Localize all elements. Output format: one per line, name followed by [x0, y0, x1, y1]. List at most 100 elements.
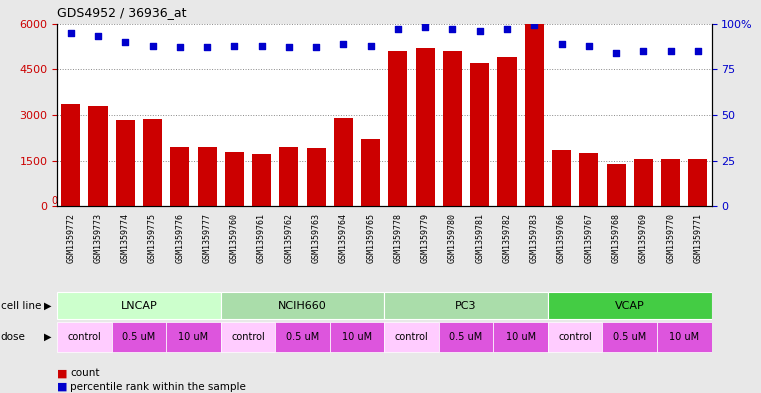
- Text: GSM1359774: GSM1359774: [121, 213, 129, 263]
- Point: [146, 42, 158, 49]
- Bar: [143, 119, 162, 206]
- Bar: [170, 147, 189, 206]
- Text: ■: ■: [57, 368, 68, 378]
- Point: [365, 42, 377, 49]
- Bar: [579, 153, 598, 206]
- Text: GSM1359783: GSM1359783: [530, 213, 539, 263]
- Text: 10 uM: 10 uM: [669, 332, 699, 342]
- Text: control: control: [231, 332, 265, 342]
- Text: dose: dose: [1, 332, 26, 342]
- Point: [610, 50, 622, 56]
- Bar: [279, 147, 298, 206]
- Bar: [607, 163, 626, 206]
- Text: ▶: ▶: [44, 301, 52, 310]
- Text: cell line: cell line: [1, 301, 41, 310]
- Bar: [388, 51, 407, 206]
- Bar: [603, 321, 657, 353]
- Point: [419, 24, 431, 30]
- Point: [310, 44, 322, 50]
- Text: 0.5 uM: 0.5 uM: [613, 332, 646, 342]
- Bar: [525, 22, 544, 206]
- Bar: [224, 151, 244, 206]
- Bar: [221, 321, 275, 353]
- Bar: [548, 292, 712, 319]
- Text: 0.5 uM: 0.5 uM: [450, 332, 482, 342]
- Bar: [439, 321, 493, 353]
- Bar: [361, 140, 380, 206]
- Text: GSM1359780: GSM1359780: [448, 213, 457, 263]
- Point: [174, 44, 186, 50]
- Bar: [307, 149, 326, 206]
- Point: [664, 48, 677, 54]
- Bar: [498, 57, 517, 206]
- Point: [528, 22, 540, 29]
- Bar: [657, 321, 712, 353]
- Point: [201, 44, 213, 50]
- Point: [692, 48, 704, 54]
- Bar: [116, 119, 135, 206]
- Text: GSM1359767: GSM1359767: [584, 213, 594, 263]
- Text: GSM1359775: GSM1359775: [148, 213, 157, 263]
- Text: ■: ■: [57, 382, 68, 392]
- Bar: [198, 147, 217, 206]
- Text: GSM1359778: GSM1359778: [393, 213, 403, 263]
- Text: GSM1359772: GSM1359772: [66, 213, 75, 263]
- Bar: [88, 107, 107, 206]
- Text: control: control: [559, 332, 592, 342]
- Point: [283, 44, 295, 50]
- Point: [556, 40, 568, 47]
- Text: GSM1359766: GSM1359766: [557, 213, 566, 263]
- Bar: [330, 321, 384, 353]
- Text: GSM1359779: GSM1359779: [421, 213, 430, 263]
- Bar: [552, 150, 571, 206]
- Bar: [493, 321, 548, 353]
- Text: GSM1359769: GSM1359769: [639, 213, 648, 263]
- Point: [501, 26, 513, 32]
- Text: 10 uM: 10 uM: [178, 332, 209, 342]
- Text: GSM1359765: GSM1359765: [366, 213, 375, 263]
- Point: [92, 33, 104, 40]
- Bar: [112, 321, 166, 353]
- Text: count: count: [70, 368, 100, 378]
- Text: ▶: ▶: [44, 332, 52, 342]
- Text: 0: 0: [51, 196, 57, 206]
- Point: [337, 40, 349, 47]
- Text: GSM1359770: GSM1359770: [666, 213, 675, 263]
- Text: GSM1359773: GSM1359773: [94, 213, 103, 263]
- Text: GSM1359762: GSM1359762: [285, 213, 293, 263]
- Point: [119, 39, 132, 45]
- Point: [228, 42, 240, 49]
- Bar: [416, 48, 435, 206]
- Bar: [384, 292, 548, 319]
- Point: [392, 26, 404, 32]
- Bar: [57, 321, 112, 353]
- Bar: [275, 321, 330, 353]
- Bar: [252, 154, 271, 206]
- Point: [637, 48, 649, 54]
- Bar: [689, 159, 708, 206]
- Point: [256, 42, 268, 49]
- Text: LNCAP: LNCAP: [120, 301, 158, 310]
- Text: GSM1359760: GSM1359760: [230, 213, 239, 263]
- Bar: [634, 159, 653, 206]
- Bar: [57, 292, 221, 319]
- Bar: [166, 321, 221, 353]
- Point: [473, 28, 486, 34]
- Text: GSM1359763: GSM1359763: [312, 213, 320, 263]
- Text: percentile rank within the sample: percentile rank within the sample: [70, 382, 246, 392]
- Text: VCAP: VCAP: [615, 301, 645, 310]
- Text: GSM1359781: GSM1359781: [476, 213, 484, 263]
- Bar: [661, 159, 680, 206]
- Text: GSM1359764: GSM1359764: [339, 213, 348, 263]
- Text: GSM1359761: GSM1359761: [257, 213, 266, 263]
- Bar: [470, 63, 489, 206]
- Text: GSM1359776: GSM1359776: [175, 213, 184, 263]
- Text: GSM1359777: GSM1359777: [202, 213, 212, 263]
- Text: control: control: [395, 332, 428, 342]
- Text: 0.5 uM: 0.5 uM: [286, 332, 319, 342]
- Text: GSM1359782: GSM1359782: [502, 213, 511, 263]
- Text: NCIH660: NCIH660: [278, 301, 327, 310]
- Bar: [221, 292, 384, 319]
- Text: 10 uM: 10 uM: [342, 332, 372, 342]
- Text: PC3: PC3: [455, 301, 477, 310]
